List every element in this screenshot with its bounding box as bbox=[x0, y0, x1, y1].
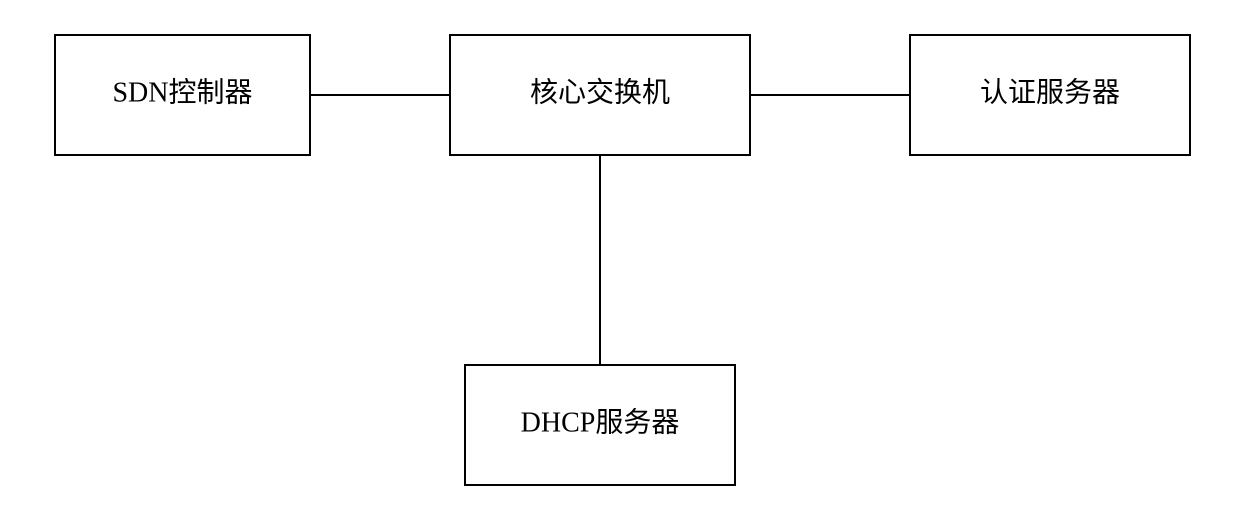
node-dhcp-label: DHCP服务器 bbox=[521, 406, 680, 438]
node-sdn: SDN控制器 bbox=[55, 35, 310, 155]
node-auth-label: 认证服务器 bbox=[980, 76, 1120, 108]
node-auth: 认证服务器 bbox=[910, 35, 1190, 155]
network-topology-diagram: SDN控制器 核心交换机 认证服务器 DHCP服务器 bbox=[0, 0, 1240, 521]
node-core-label: 核心交换机 bbox=[530, 76, 670, 108]
node-core: 核心交换机 bbox=[450, 35, 750, 155]
node-sdn-label: SDN控制器 bbox=[112, 76, 252, 108]
node-dhcp: DHCP服务器 bbox=[465, 365, 735, 485]
